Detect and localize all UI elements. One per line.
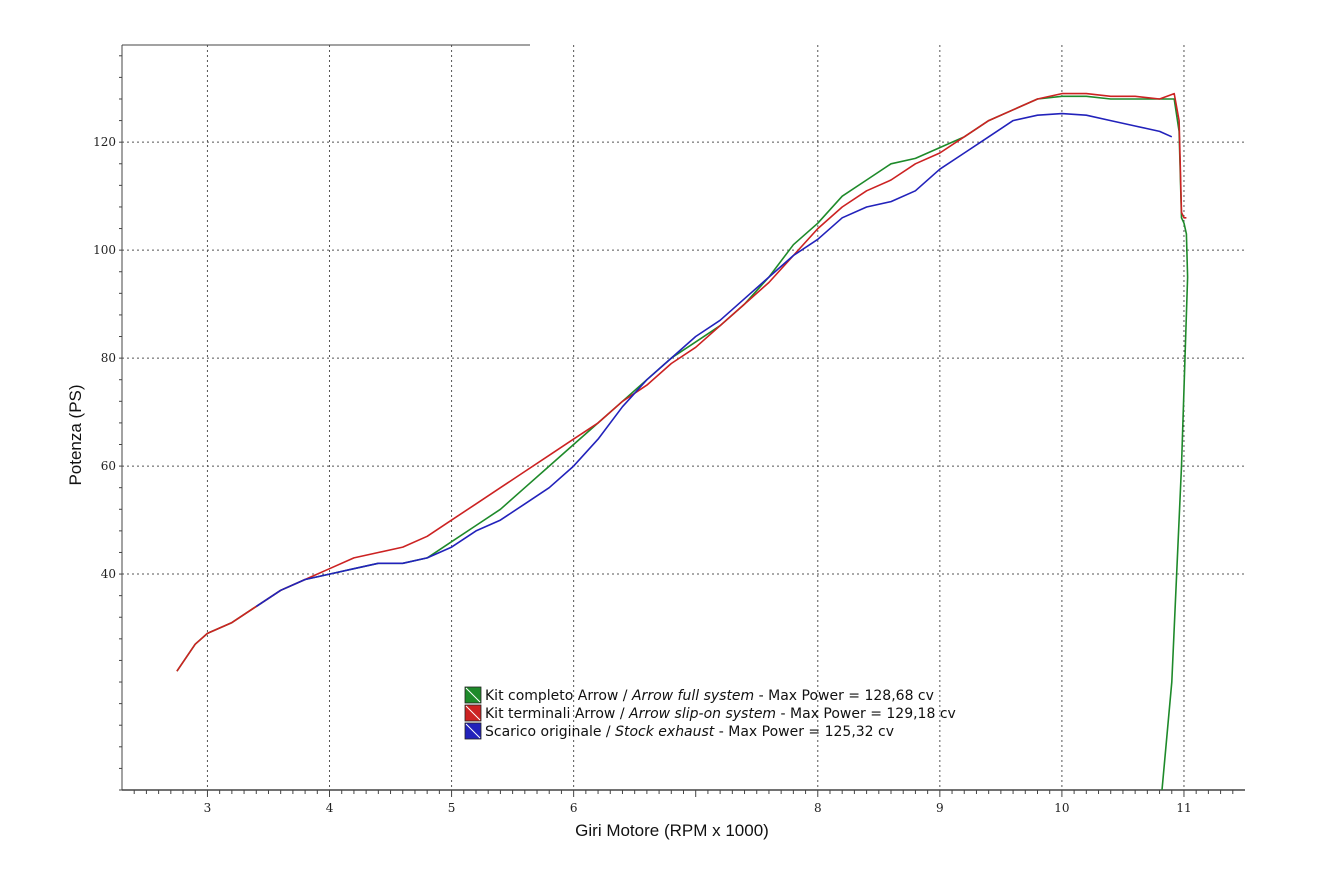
legend-label-max-power: - Max Power = 129,18 cv [776, 706, 956, 722]
series-line-1 [176, 95, 1189, 791]
series-lines [176, 92, 1189, 791]
tick-labels: 3 4 5 6 8 9 10 11 40 60 80 100 120 [93, 135, 1192, 815]
legend-label-1: Kit completo Arrow / Arrow full system -… [485, 688, 934, 704]
legend-label-2: Kit terminali Arrow / Arrow slip-on syst… [485, 706, 956, 722]
legend-label-en: Arrow slip-on system [628, 706, 776, 722]
legend-label-max-power: - Max Power = 125,32 cv [714, 724, 894, 740]
legend-label-it: Kit terminali Arrow / [485, 706, 629, 722]
y-tick-label: 60 [101, 459, 116, 473]
grid-lines [122, 45, 1245, 790]
y-tick-label: 100 [93, 243, 116, 257]
series-line-3 [255, 112, 1173, 608]
legend-label-it: Scarico originale / [485, 724, 615, 740]
y-tick-label: 80 [101, 351, 116, 365]
legend-label-en: Arrow full system [631, 688, 754, 704]
legend-label-3: Scarico originale / Stock exhaust - Max … [485, 724, 894, 740]
x-axis-title: Giri Motore (RPM x 1000) [575, 821, 769, 840]
x-tick-label: 10 [1054, 801, 1069, 815]
legend-swatch-mark [465, 705, 481, 721]
legend-swatch-mark [465, 687, 481, 703]
x-tick-label: 3 [204, 801, 212, 815]
series-line-2 [176, 92, 1187, 672]
x-tick-label: 4 [326, 801, 334, 815]
legend-label-en: Stock exhaust [615, 724, 715, 740]
legend: Kit completo Arrow / Arrow full system -… [464, 686, 956, 740]
y-tick-label: 120 [93, 135, 116, 149]
x-tick-label: 9 [936, 801, 944, 815]
y-tick-label: 40 [101, 567, 116, 581]
legend-swatch-mark [465, 723, 481, 739]
legend-label-max-power: - Max Power = 128,68 cv [754, 688, 934, 704]
y-axis-title: Potenza (PS) [66, 384, 85, 485]
legend-label-it: Kit completo Arrow / [485, 688, 632, 704]
x-tick-label: 5 [448, 801, 456, 815]
x-tick-label: 8 [814, 801, 822, 815]
axes [119, 44, 1245, 797]
x-tick-label: 11 [1176, 801, 1191, 815]
x-tick-label: 6 [570, 801, 578, 815]
